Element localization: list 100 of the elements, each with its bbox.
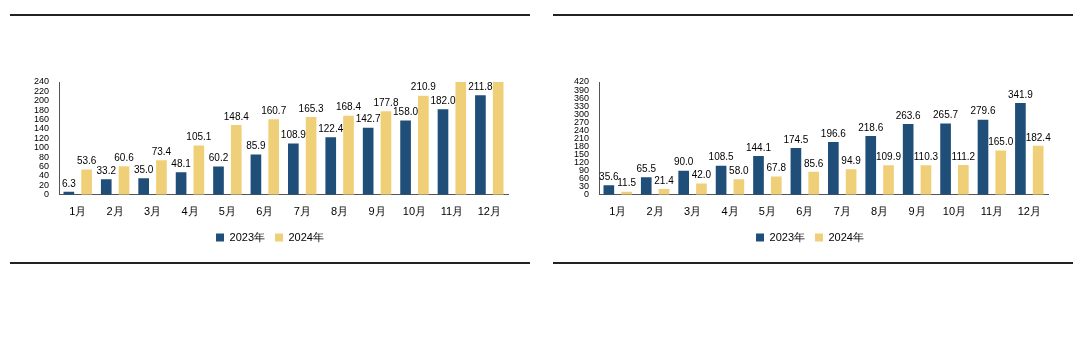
data-label: 211.8 (468, 81, 493, 92)
data-label: 341.9 (1007, 88, 1034, 100)
x-tick-label: 9月 (368, 205, 386, 218)
y-tick-label: 120 (33, 132, 50, 143)
legend-label: 2023年 (769, 230, 806, 243)
data-label: 265.7 (933, 109, 959, 121)
bar (455, 82, 467, 195)
data-label: 168.4 (336, 101, 362, 113)
bar (418, 95, 429, 195)
bar (250, 154, 262, 195)
bar (213, 166, 224, 195)
x-tick-label: 5月 (758, 205, 776, 218)
x-tick-label: 3月 (143, 205, 162, 218)
y-tick-label: 270 (573, 116, 590, 127)
x-tick-label: 12月 (1017, 205, 1041, 218)
data-label: 58.0 (729, 164, 750, 176)
data-label: 11.5 (617, 177, 637, 189)
data-label: 94.9 (841, 155, 862, 167)
bar (492, 82, 504, 195)
data-label: 90.0 (673, 156, 694, 168)
bar (640, 177, 652, 195)
data-label: 109.9 (876, 151, 902, 163)
x-tick-label: 11月 (980, 205, 1004, 218)
data-label: 110.3 (913, 150, 939, 162)
y-tick-label: 420 (573, 76, 590, 87)
y-tick-label: 360 (573, 92, 590, 103)
x-tick-label: 7月 (833, 205, 851, 218)
data-label: 60.2 (208, 152, 229, 164)
bar (268, 119, 280, 195)
x-tick-label: 8月 (331, 205, 349, 218)
data-label: 33.2 (96, 164, 117, 176)
x-tick-label: 9月 (908, 205, 926, 218)
bar (696, 183, 707, 195)
x-tick-label: 2月 (106, 205, 124, 218)
y-tick-label: 80 (39, 151, 50, 162)
bar (380, 111, 392, 195)
bar (118, 166, 130, 195)
bar (770, 176, 782, 195)
legend-label: 2024年 (828, 230, 864, 243)
bar (362, 127, 374, 195)
x-tick-label: 4月 (181, 205, 199, 218)
y-tick-label: 120 (573, 157, 590, 168)
x-tick-label: 10月 (402, 205, 427, 218)
y-tick-label: 20 (39, 179, 50, 190)
x-tick-label: 1月 (69, 205, 87, 218)
bar (156, 160, 167, 195)
data-label: 160.7 (261, 105, 287, 117)
bar (883, 165, 894, 195)
data-label: 108.9 (280, 129, 307, 141)
data-label: 158.0 (393, 106, 419, 118)
bar (1015, 102, 1026, 195)
legend-label: 2023年 (229, 230, 266, 243)
legend-label: 2024年 (288, 230, 324, 243)
data-label: 165.3 (298, 102, 325, 114)
data-label: 174.5 (783, 133, 809, 145)
bar (325, 137, 337, 195)
bar (790, 147, 802, 195)
y-tick-label: 150 (573, 149, 590, 159)
data-label: 210.9 (410, 81, 437, 93)
bar (288, 143, 299, 195)
bar (715, 165, 727, 195)
data-label: 21.4 (654, 174, 675, 186)
data-label: 218.6 (858, 121, 884, 133)
x-tick-label: 10月 (942, 205, 967, 218)
data-label: 53.6 (76, 155, 97, 167)
bar (193, 145, 205, 195)
data-label: 182.0 (430, 95, 456, 107)
data-label: 279.6 (970, 105, 996, 117)
data-label: 122.4 (318, 123, 344, 135)
x-tick-label: 7月 (293, 205, 311, 218)
data-label: 60.6 (114, 152, 135, 164)
data-label: 42.0 (691, 169, 712, 181)
data-label: 35.0 (133, 164, 154, 176)
bar (958, 164, 969, 195)
y-tick-label: 200 (33, 95, 50, 106)
y-tick-label: 30 (579, 181, 590, 192)
y-tick-label: 60 (579, 173, 590, 184)
y-tick-label: 300 (573, 108, 590, 119)
data-label: 67.8 (766, 162, 787, 174)
x-tick-label: 6月 (796, 205, 814, 218)
y-tick-label: 40 (39, 170, 50, 181)
y-tick-label: 160 (33, 114, 50, 125)
bar (230, 125, 242, 195)
data-label: 105.1 (186, 131, 212, 143)
x-tick-label: 6月 (256, 205, 274, 218)
bar (828, 142, 839, 195)
data-label: 48.1 (171, 157, 192, 169)
bar (400, 120, 411, 195)
data-label: 196.6 (820, 127, 847, 139)
x-tick-label: 12月 (477, 205, 501, 218)
bar (808, 171, 820, 195)
y-tick-label: 240 (33, 76, 50, 87)
x-tick-label: 8月 (871, 205, 889, 218)
y-tick-label: 220 (33, 85, 50, 96)
bar (305, 117, 317, 195)
data-label: 165.0 (988, 136, 1014, 148)
data-label: 142.7 (355, 113, 382, 125)
y-tick-label: 180 (573, 140, 590, 151)
x-tick-label: 1月 (609, 205, 627, 218)
bar (940, 123, 951, 195)
